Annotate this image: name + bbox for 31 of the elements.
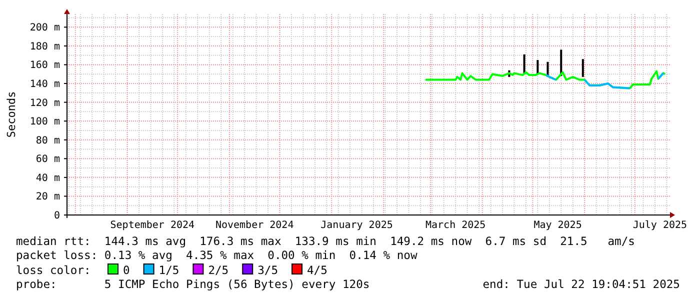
y-tick-label: 160 m: [30, 60, 60, 72]
legend-label: 3/5: [258, 264, 278, 277]
x-tick-label: March 2025: [425, 220, 486, 231]
x-tick-label: November 2024: [215, 220, 294, 231]
legend-label: 2/5: [208, 264, 229, 277]
bar: [536, 60, 539, 74]
x-tick-label: September 2024: [110, 220, 195, 231]
bar: [523, 54, 526, 74]
x-tick-label: May 2025: [534, 220, 582, 231]
text: probe: 5 ICMP Echo Pings (56 Bytes) every 120s: [16, 278, 370, 291]
legend-label: 4/5: [307, 264, 328, 277]
text: median rtt: 144.3 ms avg 176.3 ms max 133.9 ms min 149.2 ms now 6.7 ms sd 21.5 am/s: [16, 235, 635, 248]
text: packet loss: 0.13 % avg 4.35 % max 0.00 % min 0.14 % now: [16, 249, 418, 262]
bar: [582, 59, 584, 77]
y-tick-label: 40 m: [36, 172, 60, 184]
y-tick-label: 140 m: [30, 79, 60, 90]
y-axis-title: Seconds: [5, 91, 18, 138]
x-tick-label: January 2025: [320, 220, 393, 231]
legend-title: loss color:: [16, 264, 91, 277]
y-tick-label: 100 m: [30, 116, 60, 128]
legend-label: 0: [123, 264, 130, 277]
legend-label: 1/5: [158, 264, 180, 277]
y-tick-label: 180 m: [30, 41, 60, 52]
y-tick-label: 60 m: [36, 154, 60, 166]
y-tick-label: 20 m: [36, 192, 60, 203]
x-tick-label: July 2025: [632, 220, 688, 231]
y-tick-label: 0: [54, 210, 60, 222]
y-tick-label: 200 m: [30, 22, 60, 34]
y-tick-label: 80 m: [36, 135, 60, 146]
text: end: Tue Jul 22 19:04:51 2025: [482, 278, 680, 291]
y-tick-label: 120 m: [30, 98, 60, 109]
